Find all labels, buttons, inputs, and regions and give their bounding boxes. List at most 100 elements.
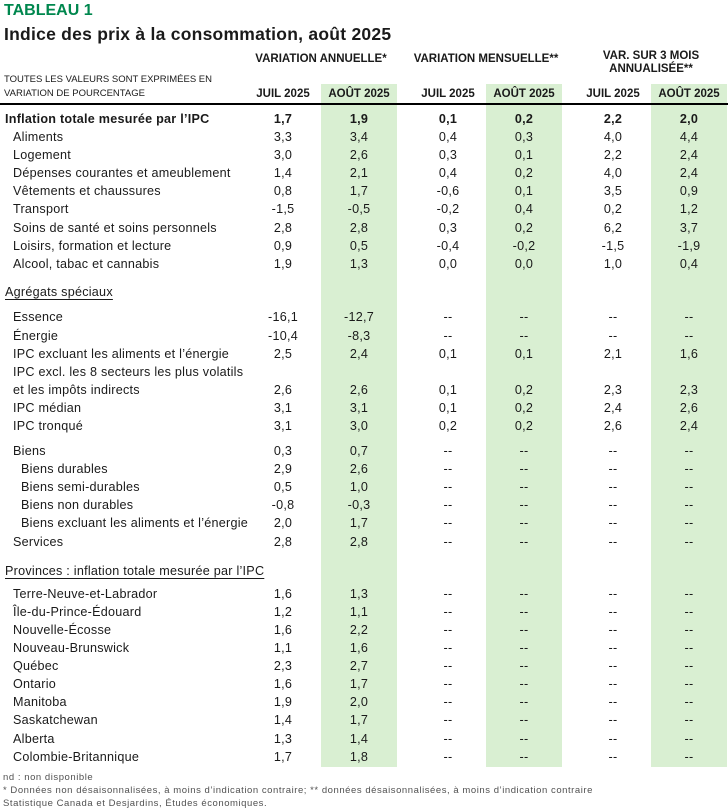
cell-value: 0,2 — [514, 382, 534, 397]
row-label: Biens non durables — [21, 498, 134, 513]
row-label: IPC excl. les 8 secteurs les plus volati… — [13, 364, 244, 379]
row-label: Biens excluant les aliments et l’énergie — [21, 516, 249, 531]
column-group-annual: VARIATION ANNUELLE* — [255, 53, 387, 65]
header-rule — [0, 102, 728, 105]
table-row: Biens semi-durables 0,5 1,0 -- -- -- -- — [0, 478, 728, 496]
cell-value: 0,4 — [514, 202, 534, 217]
column-header-3month-juil: JUIL 2025 — [586, 88, 640, 100]
cell-value: -- — [443, 641, 453, 656]
cell-value: 0,1 — [514, 346, 534, 361]
cell-value: 1,6 — [273, 586, 293, 601]
cell-value: 2,2 — [603, 112, 623, 126]
cell-value: 0,2 — [438, 419, 458, 433]
cell-value: 1,7 — [273, 112, 293, 126]
row-label: Énergie — [13, 328, 59, 343]
column-header-monthly-aout: AOÛT 2025 — [493, 88, 555, 100]
cell-value: 6,2 — [603, 220, 623, 235]
cell-value: -- — [684, 622, 694, 637]
cell-value: -- — [443, 534, 453, 549]
cell-value: 3,4 — [349, 130, 369, 145]
cell-value: -- — [519, 713, 529, 728]
unit-note-line-1: TOUTES LES VALEURS SONT EXPRIMÉES EN — [4, 74, 213, 85]
cell-value: -- — [684, 604, 694, 619]
cell-value: 1,2 — [273, 604, 293, 619]
cell-value: 2,2 — [603, 148, 623, 163]
cell-value: 2,8 — [273, 534, 293, 549]
cell-value: 1,8 — [349, 749, 369, 764]
shaded-column-3month-aout — [651, 84, 727, 767]
cell-value: 0,5 — [273, 480, 293, 495]
table-row: Biens non durables -0,8 -0,3 -- -- -- -- — [0, 496, 728, 514]
row-label: Île-du-Prince-Édouard — [13, 604, 142, 619]
cell-value: 2,4 — [349, 346, 369, 361]
cell-value: 2,1 — [349, 166, 369, 181]
cell-value: 2,4 — [679, 148, 699, 163]
cell-value: -- — [608, 659, 618, 674]
table-row: Loisirs, formation et lecture 0,9 0,5 -0,4 -… — [0, 237, 728, 255]
cell-value: -- — [443, 695, 453, 710]
cell-value: 0,0 — [438, 256, 458, 271]
cell-value: -- — [443, 328, 453, 343]
shaded-column-monthly-aout — [486, 84, 562, 767]
cell-value: -- — [443, 677, 453, 692]
cell-value: 2,4 — [679, 166, 699, 181]
row-label: Transport — [13, 202, 69, 217]
cell-value: -- — [608, 695, 618, 710]
cell-value: 2,2 — [349, 622, 369, 637]
cell-value: 0,1 — [438, 400, 458, 415]
cell-value: 2,6 — [273, 382, 293, 397]
row-label: Loisirs, formation et lecture — [13, 238, 172, 253]
footnote-nd: nd : non disponible — [3, 772, 94, 783]
cell-value: 0,3 — [273, 444, 293, 459]
cell-value: 3,7 — [679, 220, 699, 235]
table-row: Saskatchewan 1,4 1,7 -- -- -- -- — [0, 711, 728, 729]
cell-value: -- — [684, 328, 694, 343]
cell-value: 2,7 — [349, 659, 369, 674]
table-row: Logement 3,0 2,6 0,3 0,1 2,2 2,4 — [0, 146, 728, 164]
table-row: Biens durables 2,9 2,6 -- -- -- -- — [0, 460, 728, 478]
cell-value: 3,1 — [349, 400, 369, 415]
cell-value: -- — [443, 498, 453, 513]
cell-value: -- — [443, 586, 453, 601]
row-label: Vêtements et chaussures — [13, 184, 161, 199]
table-row: IPC médian 3,1 3,1 0,1 0,2 2,4 2,6 — [0, 399, 728, 417]
cell-value: 1,4 — [349, 731, 369, 746]
cell-value: 1,2 — [679, 202, 699, 217]
table-row: Île-du-Prince-Édouard 1,2 1,1 -- -- -- -- — [0, 603, 728, 621]
cell-value: 3,1 — [273, 400, 293, 415]
table-row: Québec 2,3 2,7 -- -- -- -- — [0, 657, 728, 675]
cell-value: 0,2 — [514, 400, 534, 415]
table-row: Services 2,8 2,8 -- -- -- -- — [0, 533, 728, 551]
footnote-seasonal: * Données non désaisonnalisées, à moins … — [3, 785, 593, 796]
cell-value: 2,3 — [273, 659, 293, 674]
table-row: Inflation totale mesurée par l’IPC 1,7 1,9… — [0, 110, 728, 128]
row-label: Essence — [13, 310, 64, 325]
row-label: Services — [13, 534, 64, 549]
cell-value: 0,4 — [438, 130, 458, 145]
cell-value: -- — [519, 749, 529, 764]
row-spacer — [0, 273, 728, 283]
cell-value: 2,3 — [603, 382, 623, 397]
row-spacer — [0, 301, 728, 309]
section-heading-row: Provinces : inflation totale mesurée par… — [0, 562, 728, 580]
cell-value: -- — [684, 677, 694, 692]
cell-value: 2,8 — [273, 220, 293, 235]
cell-value: 0,2 — [603, 202, 623, 217]
cell-value: -0,8 — [271, 498, 295, 513]
cell-value: -- — [519, 695, 529, 710]
cell-value: 1,7 — [349, 713, 369, 728]
cell-value: -- — [608, 731, 618, 746]
cell-value: 1,0 — [349, 480, 369, 495]
cell-value: 1,7 — [349, 184, 369, 199]
table-rows: Inflation totale mesurée par l’IPC 1,7 1,9… — [0, 110, 728, 766]
cell-value: -- — [443, 310, 453, 325]
cell-value: 1,9 — [273, 256, 293, 271]
cell-value: 4,0 — [603, 130, 623, 145]
cell-value: 0,2 — [514, 166, 534, 181]
cell-value: 0,1 — [438, 112, 458, 126]
cell-value: -- — [608, 622, 618, 637]
cell-value: 2,9 — [273, 462, 293, 477]
table-row: et les impôts indirects 2,6 2,6 0,1 0,2 2,3 2,… — [0, 381, 728, 399]
cell-value: -10,4 — [268, 328, 298, 343]
